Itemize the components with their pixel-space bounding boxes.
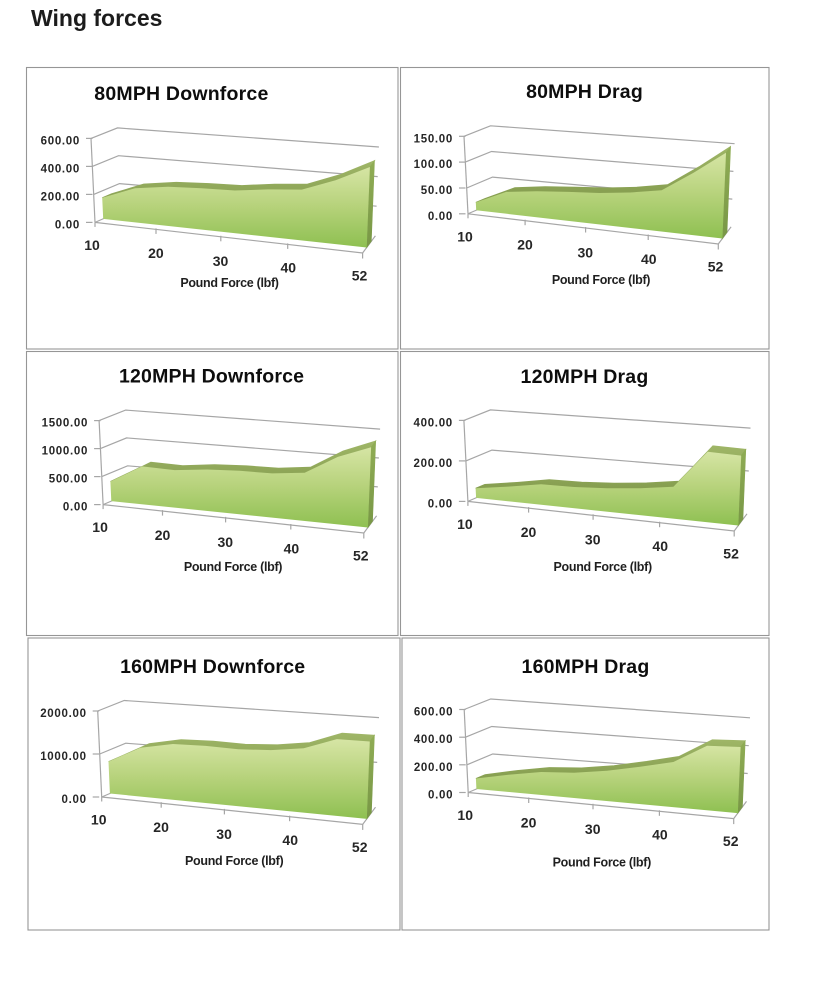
svg-text:600.00: 600.00 — [41, 135, 80, 147]
svg-text:600.00: 600.00 — [414, 707, 453, 719]
svg-text:10: 10 — [91, 812, 107, 828]
svg-text:10: 10 — [92, 519, 108, 535]
svg-text:2000.00: 2000.00 — [40, 708, 86, 720]
svg-text:30: 30 — [216, 826, 232, 842]
svg-text:30: 30 — [213, 253, 229, 269]
svg-text:52: 52 — [723, 833, 739, 849]
svg-text:Pound Force (lbf): Pound Force (lbf) — [554, 560, 652, 574]
svg-text:1500.00: 1500.00 — [42, 418, 88, 430]
svg-text:0.00: 0.00 — [428, 498, 453, 510]
svg-text:0.00: 0.00 — [428, 790, 453, 802]
svg-text:0.00: 0.00 — [55, 219, 80, 231]
svg-text:200.00: 200.00 — [414, 458, 453, 470]
svg-text:100.00: 100.00 — [414, 159, 453, 171]
svg-text:400.00: 400.00 — [414, 734, 453, 746]
svg-text:Pound Force (lbf): Pound Force (lbf) — [180, 276, 278, 290]
svg-text:52: 52 — [723, 545, 739, 561]
svg-text:0.00: 0.00 — [63, 502, 88, 514]
svg-text:30: 30 — [585, 821, 601, 837]
svg-text:40: 40 — [652, 538, 668, 554]
svg-text:30: 30 — [218, 534, 234, 550]
svg-text:120MPH Drag: 120MPH Drag — [521, 366, 649, 388]
svg-text:40: 40 — [652, 827, 668, 843]
svg-text:Wing forces: Wing forces — [31, 5, 162, 31]
svg-text:40: 40 — [284, 540, 300, 556]
svg-text:40: 40 — [282, 832, 298, 848]
svg-text:20: 20 — [521, 814, 537, 830]
svg-text:Pound Force (lbf): Pound Force (lbf) — [185, 854, 283, 868]
svg-text:20: 20 — [521, 524, 537, 540]
svg-text:20: 20 — [155, 527, 171, 543]
svg-text:160MPH Downforce: 160MPH Downforce — [120, 656, 305, 678]
svg-text:0.00: 0.00 — [428, 211, 453, 223]
svg-text:0.00: 0.00 — [62, 794, 87, 806]
svg-text:80MPH Downforce: 80MPH Downforce — [94, 83, 268, 105]
svg-text:200.00: 200.00 — [41, 191, 80, 203]
svg-text:30: 30 — [585, 532, 601, 548]
svg-text:Pound Force (lbf): Pound Force (lbf) — [184, 560, 282, 574]
svg-text:52: 52 — [352, 839, 368, 855]
svg-text:160MPH Drag: 160MPH Drag — [522, 656, 650, 678]
svg-text:400.00: 400.00 — [41, 163, 80, 175]
svg-text:20: 20 — [517, 237, 533, 253]
svg-text:500.00: 500.00 — [49, 474, 88, 486]
svg-text:120MPH Downforce: 120MPH Downforce — [119, 366, 304, 388]
svg-text:40: 40 — [281, 260, 297, 276]
svg-text:200.00: 200.00 — [414, 762, 453, 774]
svg-text:50.00: 50.00 — [421, 185, 453, 197]
svg-text:52: 52 — [353, 547, 369, 563]
svg-text:150.00: 150.00 — [414, 133, 453, 145]
svg-text:52: 52 — [708, 258, 724, 274]
svg-text:10: 10 — [457, 516, 473, 532]
svg-text:Pound Force (lbf): Pound Force (lbf) — [552, 273, 650, 287]
svg-text:20: 20 — [148, 245, 164, 261]
svg-text:80MPH Drag: 80MPH Drag — [526, 81, 643, 103]
svg-text:20: 20 — [153, 819, 169, 835]
svg-text:10: 10 — [84, 237, 100, 253]
svg-text:40: 40 — [641, 251, 657, 267]
svg-text:1000.00: 1000.00 — [40, 751, 86, 763]
svg-text:400.00: 400.00 — [414, 417, 453, 429]
svg-text:1000.00: 1000.00 — [42, 446, 88, 458]
svg-text:10: 10 — [457, 228, 473, 244]
svg-text:10: 10 — [457, 807, 473, 823]
svg-text:30: 30 — [578, 244, 594, 260]
svg-text:Pound Force (lbf): Pound Force (lbf) — [553, 856, 651, 870]
svg-text:52: 52 — [352, 267, 368, 283]
